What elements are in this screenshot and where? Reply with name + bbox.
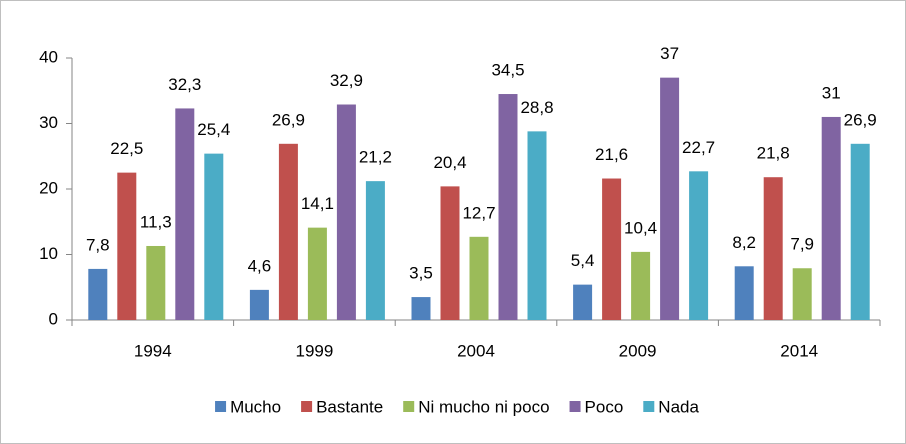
bar bbox=[88, 268, 108, 320]
y-tick-label: 40 bbox=[39, 47, 58, 66]
data-label: 12,7 bbox=[462, 203, 495, 222]
bar bbox=[821, 116, 841, 320]
bar bbox=[660, 77, 680, 321]
data-label: 32,9 bbox=[330, 71, 363, 90]
data-label: 3,5 bbox=[409, 264, 433, 283]
data-label: 26,9 bbox=[844, 110, 877, 129]
y-tick-label: 10 bbox=[39, 244, 58, 263]
x-tick-label: 1999 bbox=[295, 341, 333, 360]
data-label: 20,4 bbox=[433, 153, 466, 172]
bar bbox=[440, 186, 460, 320]
bar bbox=[469, 236, 489, 320]
data-label: 28,8 bbox=[520, 98, 553, 117]
data-label: 21,6 bbox=[595, 145, 628, 164]
legend-label: Mucho bbox=[230, 397, 281, 416]
data-label: 7,9 bbox=[790, 235, 814, 254]
y-tick-label: 30 bbox=[39, 113, 58, 132]
data-label: 22,7 bbox=[682, 138, 715, 157]
legend-label: Bastante bbox=[316, 397, 383, 416]
y-tick-label: 20 bbox=[39, 178, 58, 197]
data-label: 14,1 bbox=[301, 194, 334, 213]
bar bbox=[734, 266, 754, 320]
bar bbox=[117, 172, 137, 320]
data-label: 22,5 bbox=[110, 139, 143, 158]
data-label: 7,8 bbox=[86, 235, 110, 254]
bar bbox=[249, 289, 269, 320]
bar bbox=[336, 104, 356, 320]
bar bbox=[689, 171, 709, 320]
legend-label: Ni mucho ni poco bbox=[418, 397, 549, 416]
data-label: 21,8 bbox=[757, 144, 790, 163]
data-label: 11,3 bbox=[140, 212, 172, 231]
bar bbox=[527, 131, 547, 320]
bar bbox=[411, 297, 431, 320]
bar bbox=[365, 181, 385, 320]
bar bbox=[175, 108, 195, 320]
x-tick-label: 1994 bbox=[134, 341, 172, 360]
legend-label: Poco bbox=[585, 397, 624, 416]
data-label: 5,4 bbox=[571, 251, 595, 270]
legend-swatch bbox=[301, 401, 313, 412]
x-tick-label: 2014 bbox=[780, 341, 818, 360]
data-label: 34,5 bbox=[491, 61, 524, 80]
bar bbox=[498, 94, 518, 321]
data-label: 37 bbox=[660, 44, 679, 63]
legend-label: Nada bbox=[658, 397, 699, 416]
data-label: 31 bbox=[822, 83, 841, 102]
legend: Mucho Bastante Ni mucho ni poco Poco Nada bbox=[215, 397, 699, 416]
legend-swatch bbox=[569, 401, 581, 412]
bar bbox=[204, 153, 224, 320]
x-tick-label: 2009 bbox=[619, 341, 657, 360]
x-tick-label: 2004 bbox=[457, 341, 495, 360]
y-tick-label: 0 bbox=[49, 309, 58, 328]
data-label: 26,9 bbox=[272, 110, 305, 129]
data-label: 4,6 bbox=[248, 256, 272, 275]
bar bbox=[602, 178, 622, 320]
bar bbox=[146, 245, 166, 320]
legend-swatch bbox=[403, 401, 415, 412]
bar bbox=[850, 143, 870, 320]
bar bbox=[307, 227, 327, 320]
bar bbox=[278, 143, 298, 320]
bar bbox=[573, 284, 593, 320]
data-label: 8,2 bbox=[732, 233, 756, 252]
data-label: 21,2 bbox=[359, 148, 392, 167]
bar bbox=[631, 251, 651, 320]
bar bbox=[792, 268, 812, 320]
data-label: 10,4 bbox=[624, 218, 657, 237]
legend-swatch bbox=[215, 401, 227, 412]
data-label: 25,4 bbox=[197, 120, 230, 139]
bar bbox=[763, 177, 783, 320]
data-label: 32,3 bbox=[168, 75, 201, 94]
legend-swatch bbox=[643, 401, 655, 412]
